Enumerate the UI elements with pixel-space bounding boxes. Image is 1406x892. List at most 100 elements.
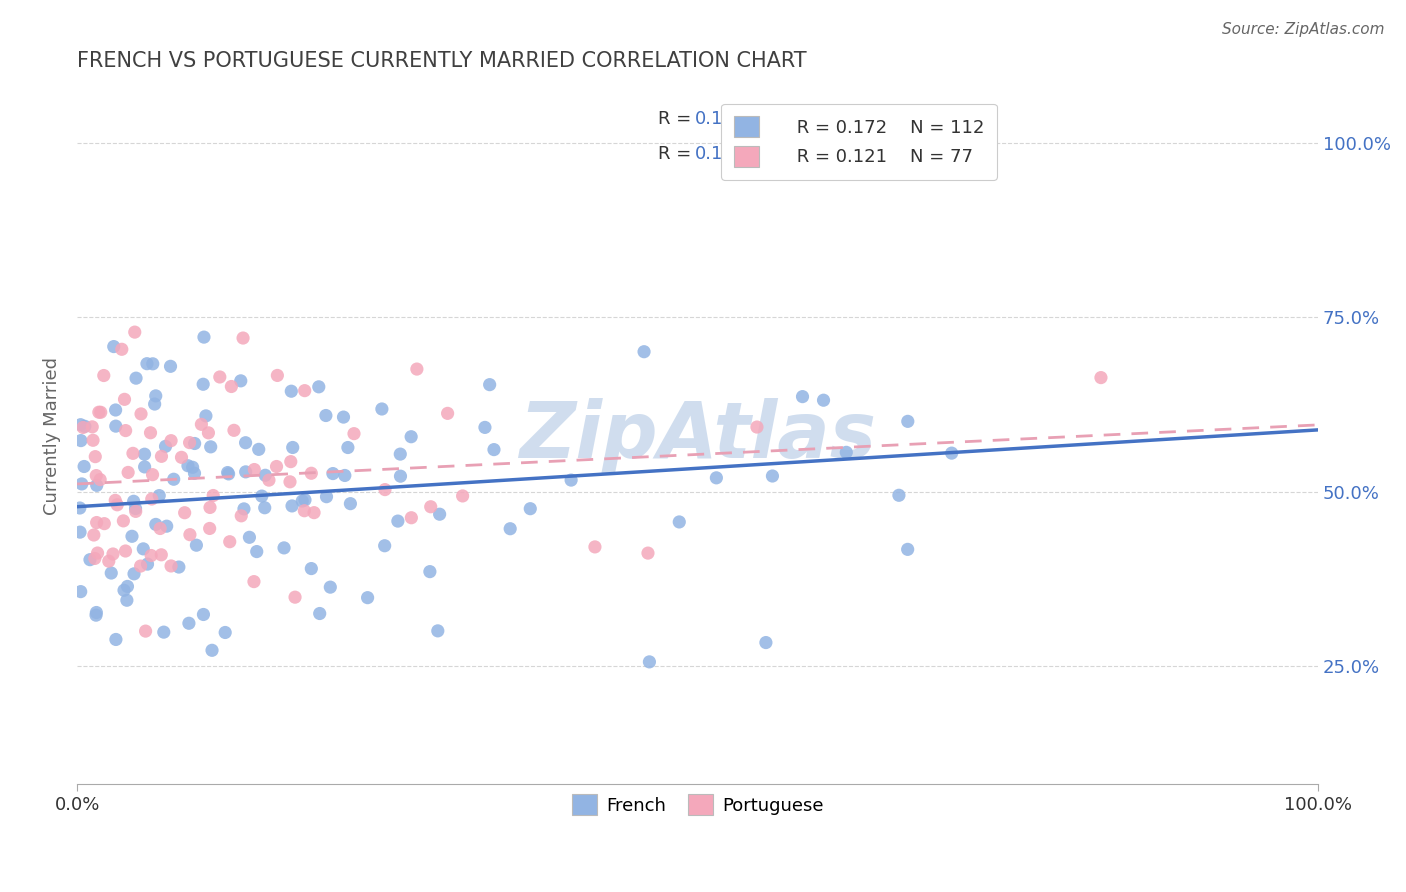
Point	[218, 534, 240, 549]
Point	[813, 393, 835, 408]
Point	[125, 371, 148, 385]
Point	[134, 447, 156, 461]
Point	[637, 546, 659, 560]
Point	[132, 541, 155, 556]
Point	[291, 494, 314, 508]
Point	[322, 467, 344, 481]
Point	[82, 434, 104, 448]
Point	[299, 561, 322, 575]
Point	[308, 380, 330, 394]
Point	[97, 554, 120, 568]
Point	[117, 466, 139, 480]
Point	[229, 374, 252, 388]
Point	[141, 491, 163, 506]
Point	[197, 425, 219, 440]
Point	[284, 590, 307, 604]
Point	[339, 497, 361, 511]
Point	[374, 483, 396, 497]
Point	[792, 390, 814, 404]
Point	[387, 514, 409, 528]
Point	[173, 506, 195, 520]
Point	[143, 397, 166, 411]
Point	[436, 406, 458, 420]
Point	[121, 529, 143, 543]
Point	[70, 477, 93, 491]
Point	[232, 331, 254, 345]
Point	[202, 489, 225, 503]
Point	[474, 420, 496, 434]
Point	[426, 624, 449, 638]
Point	[186, 538, 208, 552]
Point	[122, 494, 145, 508]
Point	[139, 425, 162, 440]
Point	[160, 434, 183, 448]
Point	[104, 493, 127, 508]
Point	[247, 442, 270, 457]
Point	[159, 359, 181, 374]
Point	[835, 445, 858, 459]
Point	[84, 450, 107, 464]
Point	[181, 460, 204, 475]
Point	[84, 468, 107, 483]
Point	[86, 546, 108, 560]
Point	[100, 566, 122, 580]
Point	[1090, 370, 1112, 384]
Point	[183, 467, 205, 481]
Point	[122, 566, 145, 581]
Point	[243, 574, 266, 589]
Point	[233, 502, 256, 516]
Point	[86, 478, 108, 492]
Point	[478, 377, 501, 392]
Point	[419, 565, 441, 579]
Y-axis label: Currently Married: Currently Married	[44, 357, 60, 515]
Point	[583, 540, 606, 554]
Point	[222, 423, 245, 437]
Point	[155, 439, 177, 453]
Point	[231, 508, 253, 523]
Text: 0.121: 0.121	[695, 145, 747, 162]
Point	[141, 549, 163, 563]
Point	[706, 471, 728, 485]
Point	[115, 593, 138, 607]
Point	[755, 635, 778, 649]
Point	[69, 501, 91, 516]
Legend: French, Portuguese: French, Portuguese	[562, 785, 832, 824]
Point	[482, 442, 505, 457]
Point	[299, 467, 322, 481]
Point	[136, 357, 159, 371]
Point	[183, 436, 205, 450]
Point	[105, 498, 128, 512]
Point	[668, 515, 690, 529]
Point	[941, 446, 963, 460]
Point	[72, 420, 94, 434]
Point	[152, 625, 174, 640]
Point	[69, 525, 91, 540]
Point	[214, 625, 236, 640]
Point	[374, 539, 396, 553]
Point	[177, 616, 200, 631]
Point	[208, 370, 231, 384]
Point	[761, 469, 783, 483]
Point	[280, 455, 302, 469]
Point	[83, 528, 105, 542]
Point	[193, 330, 215, 344]
Point	[104, 632, 127, 647]
Point	[135, 624, 157, 639]
Point	[167, 560, 190, 574]
Point	[198, 521, 221, 535]
Point	[560, 473, 582, 487]
Point	[266, 459, 288, 474]
Point	[84, 608, 107, 623]
Point	[150, 548, 173, 562]
Point	[218, 467, 240, 481]
Text: ZipAtlas: ZipAtlas	[519, 398, 876, 474]
Point	[122, 446, 145, 460]
Point	[897, 542, 920, 557]
Point	[235, 465, 257, 479]
Text: N =: N =	[790, 110, 825, 128]
Point	[356, 591, 378, 605]
Point	[336, 441, 359, 455]
Point	[129, 407, 152, 421]
Point	[308, 607, 330, 621]
Point	[141, 467, 163, 482]
